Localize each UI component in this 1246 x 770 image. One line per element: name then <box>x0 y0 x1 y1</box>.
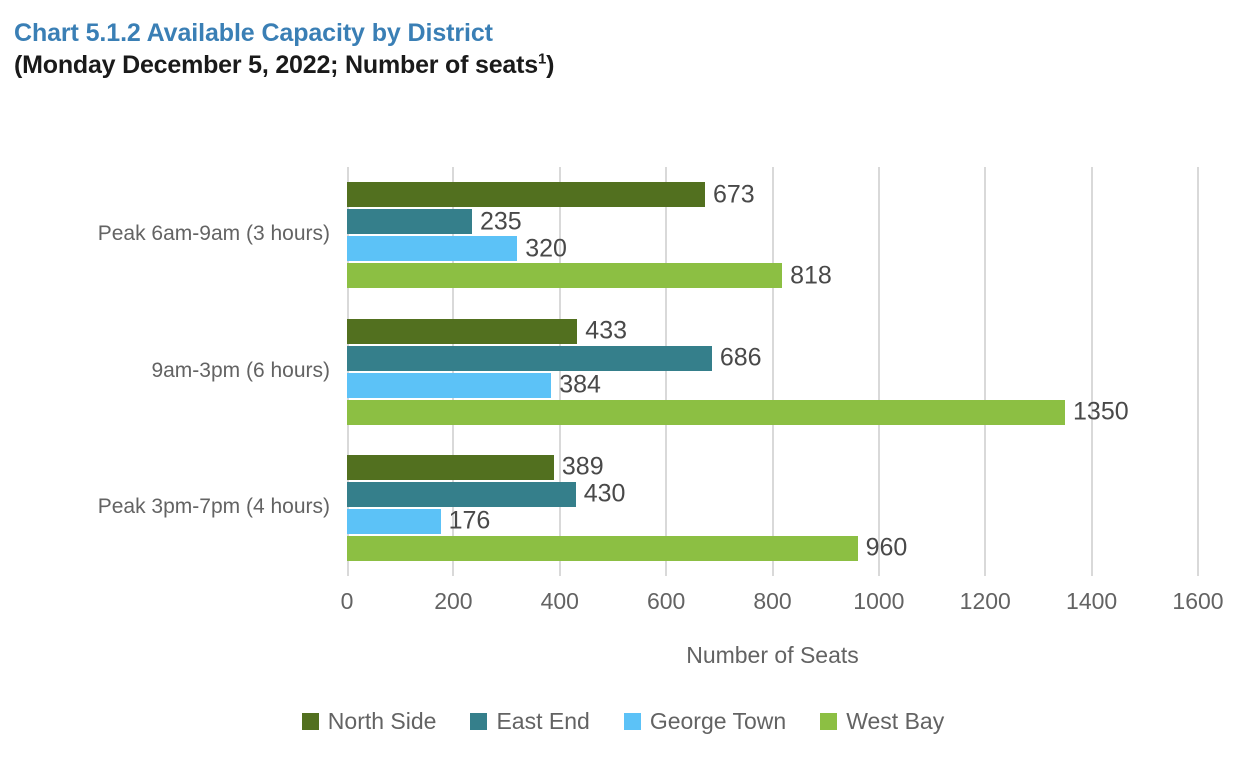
bar-value-label: 430 <box>583 479 626 508</box>
bar-row: 320 <box>347 234 1198 263</box>
legend-item[interactable]: George Town <box>623 708 787 735</box>
subtitle-text: (Monday December 5, 2022; Number of seat… <box>14 51 538 79</box>
title-block: Chart 5.1.2 Available Capacity by Distri… <box>14 18 1214 81</box>
legend-item[interactable]: West Bay <box>820 708 944 735</box>
bar-row: 433 <box>347 316 1198 345</box>
bar[interactable] <box>347 481 576 507</box>
legend-item[interactable]: East End <box>470 708 590 735</box>
legend-swatch-icon <box>623 713 641 730</box>
x-axis-title: Number of Seats <box>686 642 859 668</box>
bar[interactable] <box>347 263 783 289</box>
gridline <box>1090 167 1093 576</box>
legend-label: West Bay <box>846 708 945 734</box>
bar[interactable] <box>347 508 441 534</box>
bar-row: 176 <box>347 506 1198 535</box>
bar[interactable] <box>347 345 712 371</box>
gridline <box>877 167 880 576</box>
gridline <box>665 167 668 576</box>
bar-row: 818 <box>347 261 1198 290</box>
bar[interactable] <box>347 535 858 561</box>
category-label: Peak 3pm-7pm (4 hours) <box>97 494 330 518</box>
bar-value-label: 673 <box>712 180 755 209</box>
bar-row: 686 <box>347 343 1198 372</box>
x-tick-label: 800 <box>753 588 792 614</box>
bar[interactable] <box>347 454 554 480</box>
bar-value-label: 389 <box>561 452 604 481</box>
value-axis-line <box>347 167 349 576</box>
legend-swatch-icon <box>301 713 319 730</box>
footnote-marker: 1 <box>537 50 547 68</box>
gridline <box>771 167 774 576</box>
bar-row: 384 <box>347 370 1198 399</box>
bar-value-label: 960 <box>865 533 908 562</box>
bar-group: 389 430 176 960 <box>347 452 1198 563</box>
x-tick-label: 1400 <box>1066 588 1118 614</box>
x-tick-label: 600 <box>646 588 686 614</box>
bar-row: 673 <box>347 180 1198 209</box>
category-label: Peak 6am-9am (3 hours) <box>97 222 330 246</box>
bar-value-label: 1350 <box>1073 397 1129 426</box>
bar-row: 960 <box>347 533 1198 562</box>
legend-label: North Side <box>327 708 437 734</box>
plot-area: 673 235 320 818 433 686 384 1350 389 430 176 960 <box>347 167 1199 576</box>
bar[interactable] <box>347 182 705 208</box>
category-label: 9am-3pm (6 hours) <box>151 358 330 382</box>
x-axis-tick-labels: 0 200 400 600 800 1000 1200 1400 1600 <box>341 588 1224 620</box>
bar-value-label: 235 <box>479 207 522 236</box>
gridline <box>558 167 561 576</box>
legend-item[interactable]: North Side <box>301 708 437 735</box>
page-subtitle: (Monday December 5, 2022; Number of seat… <box>14 49 1214 81</box>
gridline <box>452 167 455 576</box>
legend-label: George Town <box>649 708 787 734</box>
bar[interactable] <box>347 209 472 235</box>
bar-row: 1350 <box>347 397 1198 426</box>
gridline <box>984 167 987 576</box>
bar[interactable] <box>347 236 518 262</box>
bar-value-label: 384 <box>559 370 601 399</box>
gridline <box>1197 167 1199 576</box>
x-tick-label: 1200 <box>959 588 1011 614</box>
bar[interactable] <box>347 372 552 398</box>
bar-value-label: 176 <box>448 506 491 535</box>
x-tick-label: 200 <box>434 588 473 614</box>
legend-swatch-icon <box>820 713 838 730</box>
legend-label: East End <box>496 708 590 734</box>
bar-row: 235 <box>347 207 1198 236</box>
subtitle-close-paren: ) <box>546 51 555 79</box>
x-tick-label: 1000 <box>853 588 905 614</box>
bar-value-label: 686 <box>719 343 762 372</box>
page-title: Chart 5.1.2 Available Capacity by Distri… <box>14 19 493 47</box>
bar[interactable] <box>347 399 1066 425</box>
bar-group: 433 686 384 1350 <box>347 316 1198 427</box>
bar-value-label: 818 <box>790 261 832 290</box>
bar-group: 673 235 320 818 <box>347 180 1198 290</box>
legend-swatch-icon <box>470 713 488 730</box>
bar-value-label: 433 <box>585 316 628 345</box>
x-tick-label: 400 <box>540 588 579 614</box>
x-tick-label: 1600 <box>1172 588 1224 614</box>
bar-row: 430 <box>347 479 1198 508</box>
x-tick-label: 0 <box>340 588 354 614</box>
bar-row: 389 <box>347 452 1198 481</box>
bar-value-label: 320 <box>525 234 567 263</box>
chart-legend: North Side East End George Town West Bay <box>0 708 1246 735</box>
bar[interactable] <box>347 318 578 344</box>
